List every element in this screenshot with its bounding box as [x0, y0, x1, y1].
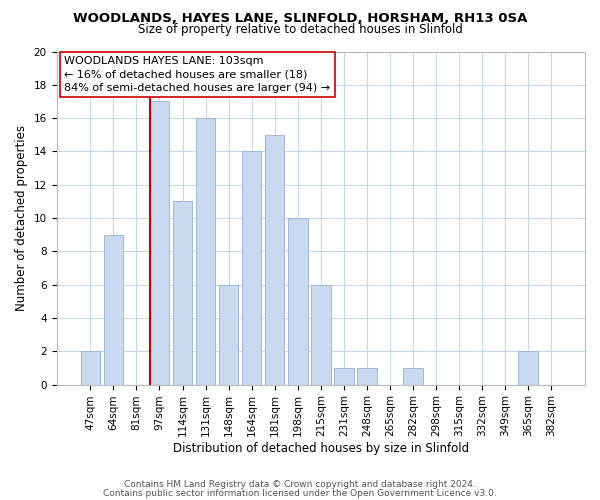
Bar — [196, 118, 215, 384]
Bar — [288, 218, 308, 384]
Bar — [104, 234, 123, 384]
Text: Size of property relative to detached houses in Slinfold: Size of property relative to detached ho… — [137, 22, 463, 36]
Bar — [403, 368, 423, 384]
X-axis label: Distribution of detached houses by size in Slinfold: Distribution of detached houses by size … — [173, 442, 469, 455]
Text: WOODLANDS, HAYES LANE, SLINFOLD, HORSHAM, RH13 0SA: WOODLANDS, HAYES LANE, SLINFOLD, HORSHAM… — [73, 12, 527, 26]
Bar — [149, 102, 169, 385]
Bar — [518, 352, 538, 384]
Bar — [311, 284, 331, 384]
Bar — [80, 352, 100, 384]
Bar — [173, 202, 193, 384]
Text: Contains HM Land Registry data © Crown copyright and database right 2024.: Contains HM Land Registry data © Crown c… — [124, 480, 476, 489]
Bar — [242, 152, 262, 384]
Text: WOODLANDS HAYES LANE: 103sqm
← 16% of detached houses are smaller (18)
84% of se: WOODLANDS HAYES LANE: 103sqm ← 16% of de… — [64, 56, 331, 93]
Text: Contains public sector information licensed under the Open Government Licence v3: Contains public sector information licen… — [103, 488, 497, 498]
Bar — [219, 284, 238, 384]
Bar — [334, 368, 353, 384]
Bar — [265, 135, 284, 384]
Bar — [357, 368, 377, 384]
Y-axis label: Number of detached properties: Number of detached properties — [15, 125, 28, 311]
